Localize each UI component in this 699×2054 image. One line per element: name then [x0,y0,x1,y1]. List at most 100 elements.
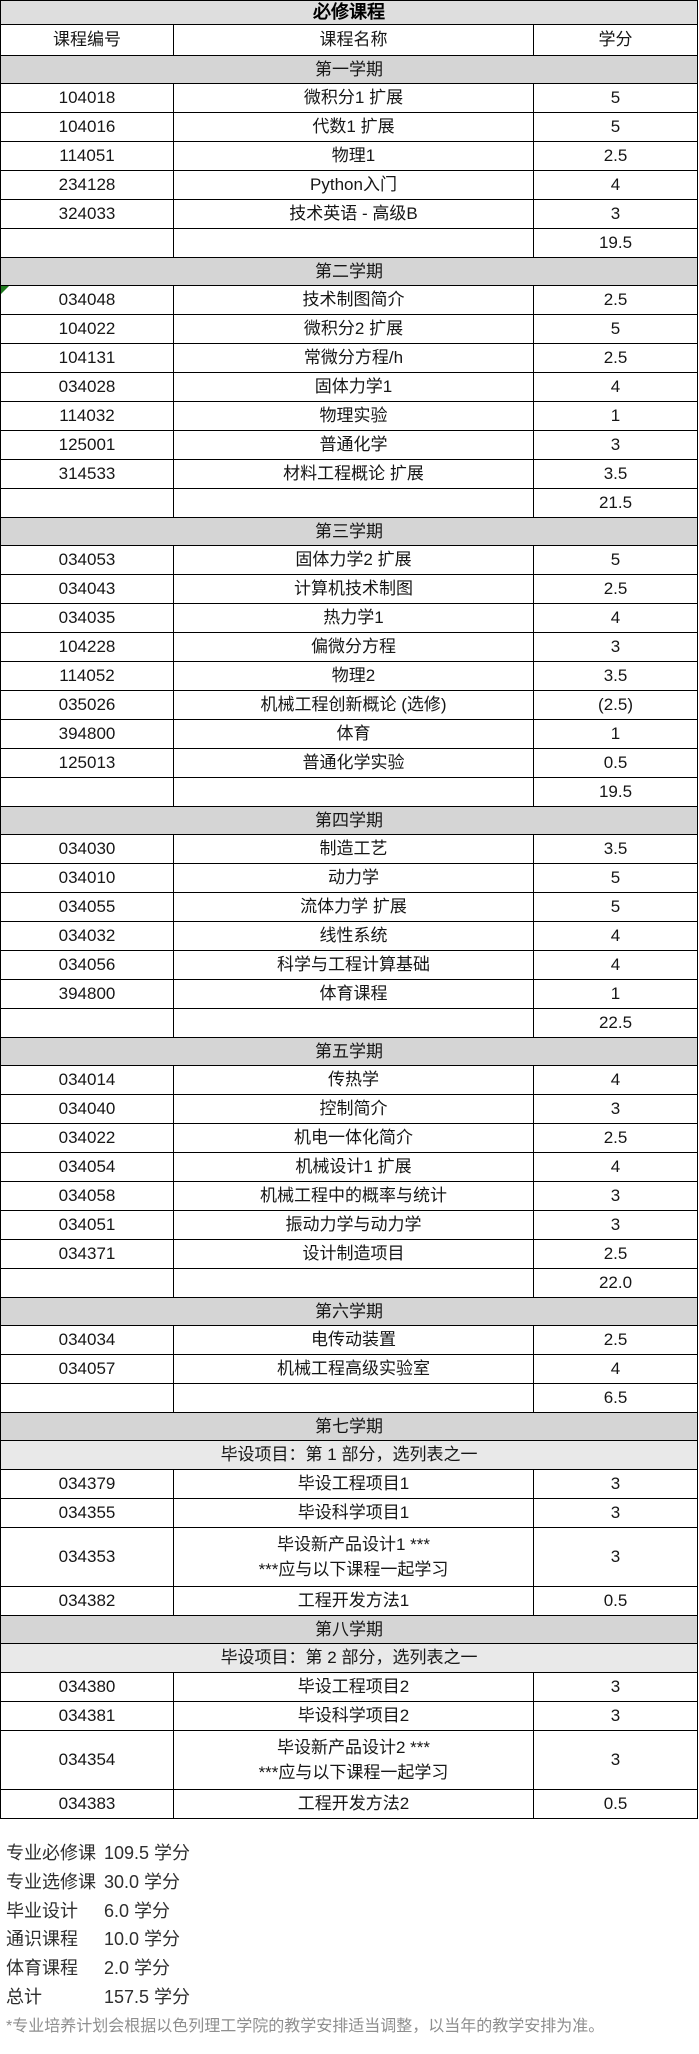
cell-course-code[interactable]: 034022 [0,1123,174,1153]
cell-credits[interactable]: 5 [532,112,699,142]
cell-course-code[interactable]: 034383 [0,1789,174,1819]
semester-total-cell[interactable]: 19.5 [532,777,699,807]
cell-credits[interactable]: 2.5 [532,343,699,373]
cell-course-name[interactable]: 技术制图简介 [173,285,534,315]
cell-credits[interactable]: 5 [532,863,699,893]
cell-course-name[interactable]: 机械工程中的概率与统计 [173,1181,534,1211]
cell-course-code[interactable]: 034382 [0,1586,174,1616]
cell-credits[interactable]: 3.5 [532,661,699,691]
cell-course-name[interactable]: 热力学1 [173,603,534,633]
cell-course-code[interactable]: 104018 [0,83,174,113]
cell-course-code[interactable]: 034014 [0,1065,174,1095]
cell-course-name[interactable]: 线性系统 [173,921,534,951]
cell-credits[interactable]: 2.5 [532,574,699,604]
cell-course-code[interactable]: 034381 [0,1701,174,1731]
cell-credits[interactable]: 2.5 [532,1325,699,1355]
cell-course-code[interactable]: 034053 [0,545,174,575]
cell-course-code[interactable]: 114052 [0,661,174,691]
cell-course-name[interactable]: 机械工程高级实验室 [173,1354,534,1384]
cell-course-name[interactable]: 动力学 [173,863,534,893]
cell-credits[interactable]: 2.5 [532,285,699,315]
cell-course-name[interactable]: 物理2 [173,661,534,691]
cell-credits[interactable]: 5 [532,545,699,575]
cell-credits[interactable]: 2.5 [532,1239,699,1269]
empty-cell[interactable] [173,1268,534,1298]
cell-course-code[interactable]: 034355 [0,1498,174,1528]
cell-credits[interactable]: 3 [532,1701,699,1731]
cell-course-name[interactable]: 毕设科学项目1 [173,1498,534,1528]
cell-credits[interactable]: 3 [532,632,699,662]
empty-cell[interactable] [0,1268,174,1298]
cell-credits[interactable]: (2.5) [532,690,699,720]
cell-course-name[interactable]: 控制简介 [173,1094,534,1124]
cell-credits[interactable]: 3 [532,430,699,460]
cell-course-name[interactable]: 常微分方程/h [173,343,534,373]
cell-credits[interactable]: 3 [532,1730,699,1790]
empty-cell[interactable] [173,228,534,258]
semester-header-cell[interactable]: 第八学期 [0,1615,699,1644]
cell-credits[interactable]: 2.5 [532,1123,699,1153]
cell-course-name[interactable]: 毕设科学项目2 [173,1701,534,1731]
empty-cell[interactable] [0,228,174,258]
cell-course-name[interactable]: 振动力学与动力学 [173,1210,534,1240]
column-header-credits[interactable]: 学分 [532,24,699,56]
cell-credits[interactable]: 4 [532,950,699,980]
empty-cell[interactable] [173,777,534,807]
cell-course-name[interactable]: 机械设计1 扩展 [173,1152,534,1182]
cell-course-name[interactable]: 设计制造项目 [173,1239,534,1269]
cell-course-code[interactable]: 394800 [0,979,174,1009]
cell-credits[interactable]: 3 [532,199,699,229]
cell-course-code[interactable]: 034040 [0,1094,174,1124]
cell-credits[interactable]: 5 [532,314,699,344]
cell-course-code[interactable]: 034051 [0,1210,174,1240]
cell-credits[interactable]: 1 [532,979,699,1009]
cell-course-name[interactable]: 微积分2 扩展 [173,314,534,344]
cell-course-code[interactable]: 034028 [0,372,174,402]
empty-cell[interactable] [173,488,534,518]
cell-credits[interactable]: 3 [532,1181,699,1211]
cell-credits[interactable]: 1 [532,401,699,431]
cell-course-name[interactable]: 毕设工程项目1 [173,1469,534,1499]
cell-course-code[interactable]: 034371 [0,1239,174,1269]
cell-course-code[interactable]: 394800 [0,719,174,749]
semester-total-cell[interactable]: 19.5 [532,228,699,258]
project-note-cell[interactable]: 毕设项目：第 2 部分，选列表之一 [0,1643,699,1673]
cell-course-name[interactable]: 机械工程创新概论 (选修) [173,690,534,720]
cell-course-code[interactable]: 034353 [0,1527,174,1587]
cell-course-name[interactable]: Python入门 [173,170,534,200]
cell-course-name[interactable]: 计算机技术制图 [173,574,534,604]
cell-course-code[interactable]: 034043 [0,574,174,604]
cell-credits[interactable]: 2.5 [532,141,699,171]
cell-credits[interactable]: 4 [532,1152,699,1182]
cell-course-name[interactable]: 技术英语 - 高级B [173,199,534,229]
column-header-course-name[interactable]: 课程名称 [173,24,534,56]
semester-header-cell[interactable]: 第一学期 [0,55,699,84]
cell-credits[interactable]: 5 [532,892,699,922]
project-note-cell[interactable]: 毕设项目：第 1 部分，选列表之一 [0,1440,699,1470]
cell-course-name[interactable]: 电传动装置 [173,1325,534,1355]
cell-course-code[interactable]: 034032 [0,921,174,951]
cell-course-code[interactable]: 114032 [0,401,174,431]
cell-credits[interactable]: 3 [532,1210,699,1240]
cell-credits[interactable]: 1 [532,719,699,749]
cell-course-name[interactable]: 制造工艺 [173,834,534,864]
cell-course-code[interactable]: 314533 [0,459,174,489]
cell-course-name[interactable]: 工程开发方法1 [173,1586,534,1616]
empty-cell[interactable] [0,777,174,807]
cell-course-code[interactable]: 034030 [0,834,174,864]
cell-course-name[interactable]: 毕设新产品设计2 *** ***应与以下课程一起学习 [173,1730,534,1790]
cell-credits[interactable]: 4 [532,1354,699,1384]
cell-course-name[interactable]: 固体力学2 扩展 [173,545,534,575]
cell-credits[interactable]: 5 [532,83,699,113]
cell-credits[interactable]: 4 [532,603,699,633]
cell-course-code[interactable]: 034379 [0,1469,174,1499]
cell-course-code[interactable]: 034054 [0,1152,174,1182]
empty-cell[interactable] [0,1383,174,1413]
cell-course-code[interactable]: 034057 [0,1354,174,1384]
cell-credits[interactable]: 0.5 [532,1789,699,1819]
semester-header-cell[interactable]: 第三学期 [0,517,699,546]
cell-course-name[interactable]: 毕设工程项目2 [173,1672,534,1702]
cell-course-name[interactable]: 普通化学 [173,430,534,460]
empty-cell[interactable] [0,1008,174,1038]
cell-course-name[interactable]: 流体力学 扩展 [173,892,534,922]
